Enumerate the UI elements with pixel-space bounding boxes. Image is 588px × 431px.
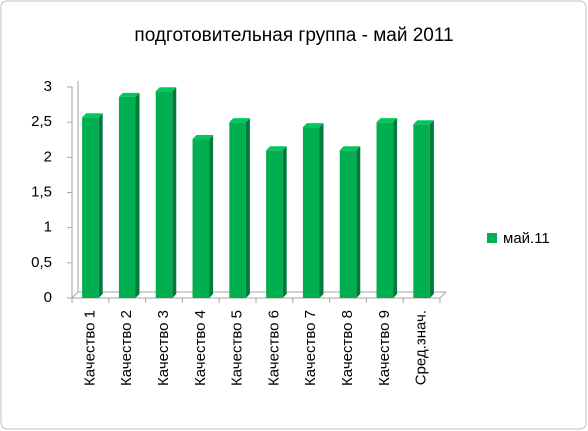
x-tick-label: Качество 3 [155,310,172,386]
bar-top [339,146,361,151]
bar-top [118,92,140,97]
chart-title: подготовительная группа - май 2011 [134,25,453,46]
bar-side [172,87,177,298]
x-tick-label: Качество 1 [81,310,98,386]
y-tick-label: 1 [44,219,52,236]
y-tick-label: 2,5 [31,113,52,130]
x-tick-label: Качество 4 [192,310,209,386]
bar [82,113,103,298]
bar [229,118,250,299]
bar-face [266,150,283,298]
bar-side [209,135,214,298]
y-tick-label: 2 [44,148,52,165]
bar [302,123,324,298]
legend-swatch [487,233,497,243]
bar-top [302,123,324,128]
bar-side [319,123,324,298]
bar-face [339,150,357,298]
bar-face [229,122,246,299]
bar-face [82,117,99,298]
y-tick-label: 1,5 [31,183,52,200]
bar-face [376,122,394,299]
bar-side [282,146,287,298]
y-tick-label: 0 [44,289,52,306]
bar-face [155,91,173,298]
bar-top [192,135,214,140]
bar-side [356,146,361,298]
x-tick-label: Качество 7 [302,310,319,386]
bar [192,135,214,298]
bar-top [82,113,103,118]
bar-top [413,120,434,125]
x-tick-label: Качество 8 [339,310,356,386]
bar-side [245,118,250,299]
x-tick-label: Качество 6 [265,310,282,386]
bar-top [266,146,287,151]
bar-face [118,96,136,298]
legend-label: май.11 [503,230,550,247]
y-tick-label: 3 [44,78,52,95]
bar-side [98,113,103,298]
x-tick-label: Качество 2 [118,310,135,386]
bar-top [155,87,177,92]
bar-side [429,120,434,298]
bar-top [376,118,398,123]
bar-face [413,124,430,298]
bar-face [302,127,320,298]
x-tick-label: Качество 5 [229,310,246,386]
bar-side [135,92,140,298]
bar [266,146,287,298]
bar-side [393,118,398,299]
bar [118,92,140,298]
bar [376,118,398,299]
bar-face [192,139,210,298]
bar [339,146,361,298]
x-tick-label: Сред.знач. [413,310,430,385]
bar [155,87,177,298]
x-tick-label: Качество 9 [376,310,393,386]
bar [413,120,434,298]
y-tick-label: 0,5 [31,254,52,271]
bar-top [229,118,250,123]
